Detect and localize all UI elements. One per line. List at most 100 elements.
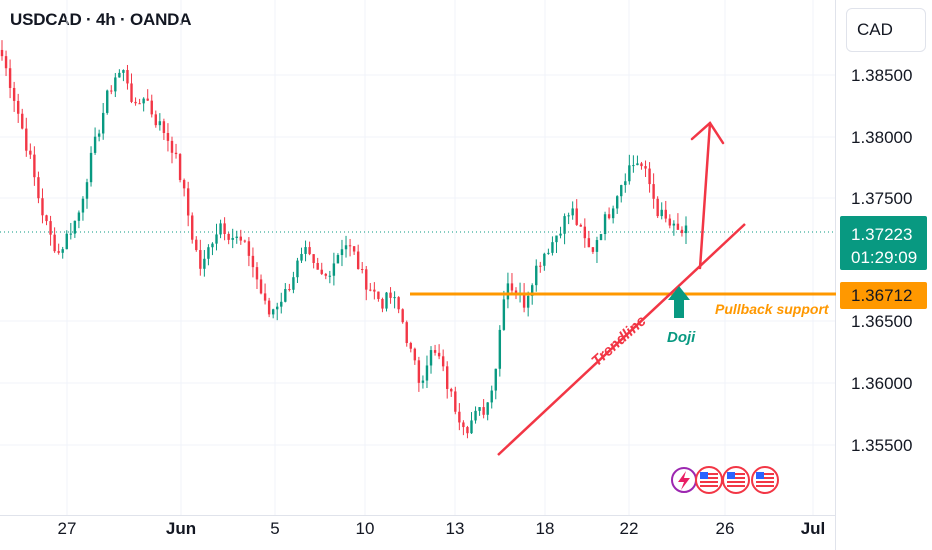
candle-body [660,209,663,217]
candle-body [292,277,295,290]
candle-body [118,72,121,78]
price-tick: 1.36000 [851,374,912,393]
candle-body [624,181,627,186]
candle-body [150,100,153,115]
candle-body [247,241,251,256]
time-label: 5 [270,519,279,538]
candle-body [450,388,453,392]
candle-body [433,350,437,353]
candle-body [332,263,336,276]
support-label: Pullback support [715,301,830,317]
candle-body [361,269,364,271]
candle-body [563,216,566,234]
candle-body [620,185,623,197]
candle-body [348,245,352,247]
candle-body [543,253,546,266]
candle-body [29,150,32,155]
candle-body [652,184,655,199]
candle-body [101,112,105,134]
candle-body [385,292,388,309]
candle-body [401,309,404,323]
candle-body [195,239,198,251]
candle-body [130,83,133,102]
candle-body [235,236,238,238]
time-label: 10 [356,519,375,538]
candle-body [595,240,599,252]
us-flag-icon [751,466,779,494]
candle-body [547,252,550,254]
candle-body [89,152,93,183]
candle-body [33,154,36,178]
candle-body [178,154,182,181]
support-price-value: 1.36712 [851,286,912,305]
candle-body [446,366,449,389]
candle-body [591,247,595,252]
candle-body [191,215,194,240]
candle-body [203,258,206,269]
candle-body [571,208,574,216]
candle-body [182,180,186,189]
candle-body [304,247,307,254]
candle-body [199,250,202,269]
candle-body [166,132,170,141]
candle-body [308,247,311,255]
candle-body [365,269,368,290]
candle-body [352,246,356,252]
candle-body [114,77,117,92]
candle-body [466,427,469,434]
price-tick: 1.36500 [851,312,912,331]
events-bar[interactable] [671,466,779,494]
us-flag-icon [722,466,750,494]
candle-body [490,390,493,403]
candle-body [300,253,303,261]
candle-body [154,114,157,126]
price-tick: 1.37500 [851,189,912,208]
candle-body [441,356,445,367]
candle-body [146,98,149,101]
candle-body [122,70,125,73]
candle-body [676,223,680,230]
candles [0,40,688,439]
candle-body [85,182,89,199]
candle-body [373,289,376,292]
candle-body [607,214,611,219]
currency-selector[interactable]: CAD [846,8,926,52]
candle-body [8,68,12,88]
candle-body [312,254,315,263]
candle-body [579,224,582,227]
candle-body [93,136,97,153]
candle-body [97,133,101,137]
candle-body [255,267,259,280]
candle-body [41,198,44,216]
candle-body [632,165,635,167]
candle-body [106,90,109,113]
candle-body [263,293,267,301]
candle-body [535,265,538,286]
candle-body [243,240,247,242]
time-label: 26 [716,519,735,538]
candle-body [603,214,607,235]
current-price-value: 1.37223 [851,225,912,244]
candle-body [223,223,226,234]
horizontal-grid [0,74,835,446]
candle-body [377,291,380,299]
current-price-badge: 1.37223 01:29:09 [840,216,927,270]
candle-body [381,298,384,309]
candle-body [672,223,676,226]
candle-body [81,198,85,213]
chart-title: USDCAD · 4h · OANDA [10,10,192,29]
candle-body [409,343,412,349]
candle-body [583,226,587,239]
candle-body [280,301,283,307]
candle-body [417,360,421,383]
candle-body [16,100,20,114]
candle-body [324,273,327,276]
candle-body [680,229,684,234]
candle-body [575,208,578,225]
candle-body [138,103,141,105]
projection-arrow [690,121,725,270]
candle-body [551,242,554,253]
candle-body [142,98,145,104]
candle-body [239,236,242,241]
